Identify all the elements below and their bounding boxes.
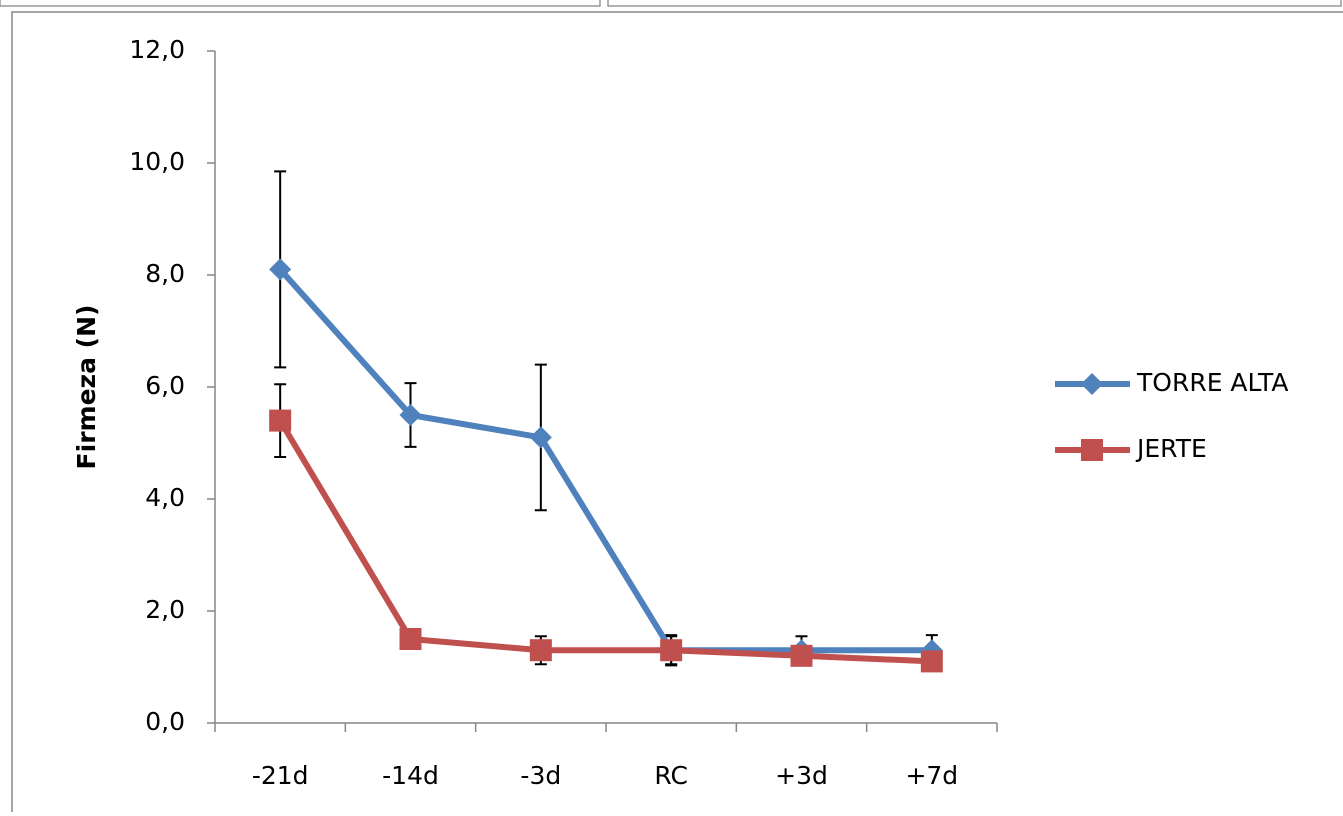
x-tick-label: -21d: [252, 761, 309, 790]
legend-marker: [1081, 439, 1103, 461]
panel-frame: [0, 0, 601, 7]
y-axis-label: Firmeza (N): [72, 305, 101, 470]
y-tick-label: 6,0: [145, 371, 185, 400]
legend-label: TORRE ALTA: [1136, 368, 1288, 397]
point: [660, 639, 683, 662]
point: [529, 426, 552, 449]
x-tick-label: +3d: [775, 761, 828, 790]
chart-frame: [11, 11, 1343, 816]
x-tick-label: +7d: [905, 761, 958, 790]
point: [269, 409, 292, 432]
y-tick-label: 12,0: [129, 35, 185, 64]
point: [269, 258, 292, 281]
point: [399, 404, 422, 426]
point: [920, 650, 943, 673]
legend-marker: [1081, 373, 1103, 395]
point: [529, 639, 552, 662]
legend-label: JERTE: [1135, 434, 1207, 463]
x-tick-label: RC: [654, 761, 688, 790]
series-line: [277, 419, 932, 665]
y-tick-label: 4,0: [145, 483, 185, 512]
y-tick-label: 8,0: [145, 259, 185, 288]
y-tick-label: 0,0: [145, 707, 185, 736]
panel-frame: [607, 0, 1342, 7]
point: [790, 644, 813, 667]
series-line: [277, 267, 932, 654]
point: [399, 628, 422, 650]
y-tick-label: 10,0: [129, 147, 185, 176]
x-tick-label: -3d: [520, 761, 561, 790]
x-tick-label: -14d: [382, 761, 439, 790]
y-tick-label: 2,0: [145, 595, 185, 624]
